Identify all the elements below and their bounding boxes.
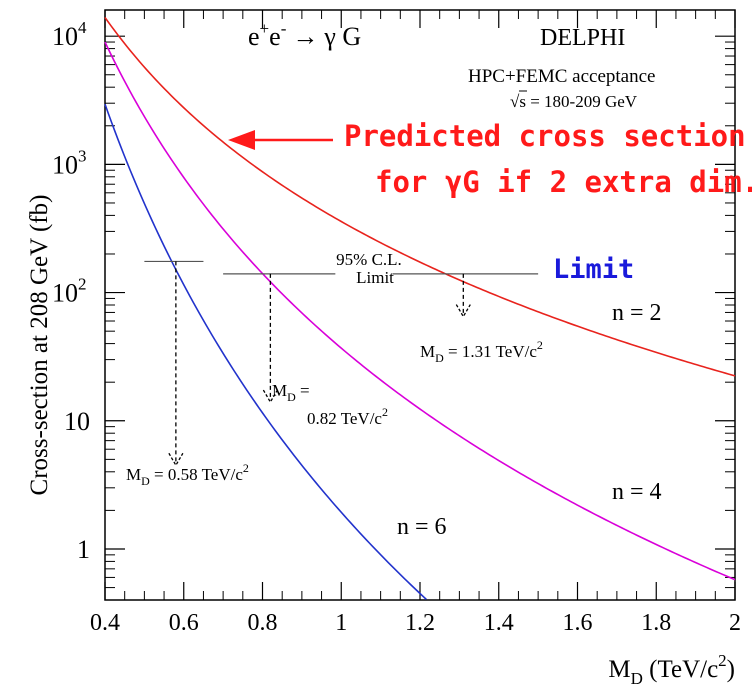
md-label-n4: MD =	[272, 381, 310, 404]
prediction-line-1: Predicted cross section	[344, 119, 746, 153]
limit-markers	[144, 260, 539, 467]
cl-limit-label: Limit	[356, 268, 394, 287]
limit-label: Limit	[553, 254, 634, 285]
axis-ticks: 0.4 0.6 0.8 1 1.2 1.4 1.6 1.8 2 1 10 102 103 104	[52, 10, 741, 636]
y-tick-label: 103	[52, 146, 87, 179]
series-label-n2: n = 2	[612, 300, 662, 326]
x-tick-label: 0.8	[248, 610, 278, 636]
y-tick-label: 1	[77, 535, 90, 564]
series-label-n4: n = 4	[612, 479, 662, 505]
x-axis-label: MD (TeV/c2)	[608, 651, 735, 687]
series-label-n6: n = 6	[397, 514, 447, 540]
y-tick-label: 104	[52, 18, 87, 51]
prediction-arrow-head	[228, 130, 255, 150]
y-axis-label: Cross-section at 208 GeV (fb)	[26, 195, 53, 496]
curve-n2	[104, 16, 736, 377]
cl-label: 95% C.L.	[336, 250, 402, 269]
experiment-label: DELPHI	[540, 25, 625, 51]
series-curves	[104, 16, 736, 600]
md-label-n4-line2: 0.82 TeV/c2	[307, 405, 388, 428]
x-tick-label: 1.2	[405, 610, 435, 636]
x-tick-label: 0.6	[169, 610, 199, 636]
curve-n4	[104, 41, 736, 581]
md-label-n6: MD = 0.58 TeV/c2	[126, 461, 249, 488]
x-tick-label: 1	[335, 610, 347, 636]
x-tick-label: 1.6	[563, 610, 593, 636]
curve-n6	[104, 103, 427, 600]
md-label-n2: MD = 1.31 TeV/c2	[420, 338, 543, 365]
energy-label: √s = 180-209 GeV	[510, 92, 638, 111]
process-label: e+e- → γ G	[248, 19, 361, 51]
prediction-line-2: for γG if 2 extra dim.	[375, 165, 752, 199]
x-tick-label: 0.4	[90, 610, 120, 636]
y-tick-label: 102	[52, 275, 87, 308]
y-tick-label: 10	[64, 407, 90, 436]
acceptance-label: HPC+FEMC acceptance	[468, 66, 655, 87]
x-tick-label: 1.8	[641, 610, 671, 636]
x-tick-label: 2	[729, 610, 741, 636]
x-tick-label: 1.4	[484, 610, 514, 636]
